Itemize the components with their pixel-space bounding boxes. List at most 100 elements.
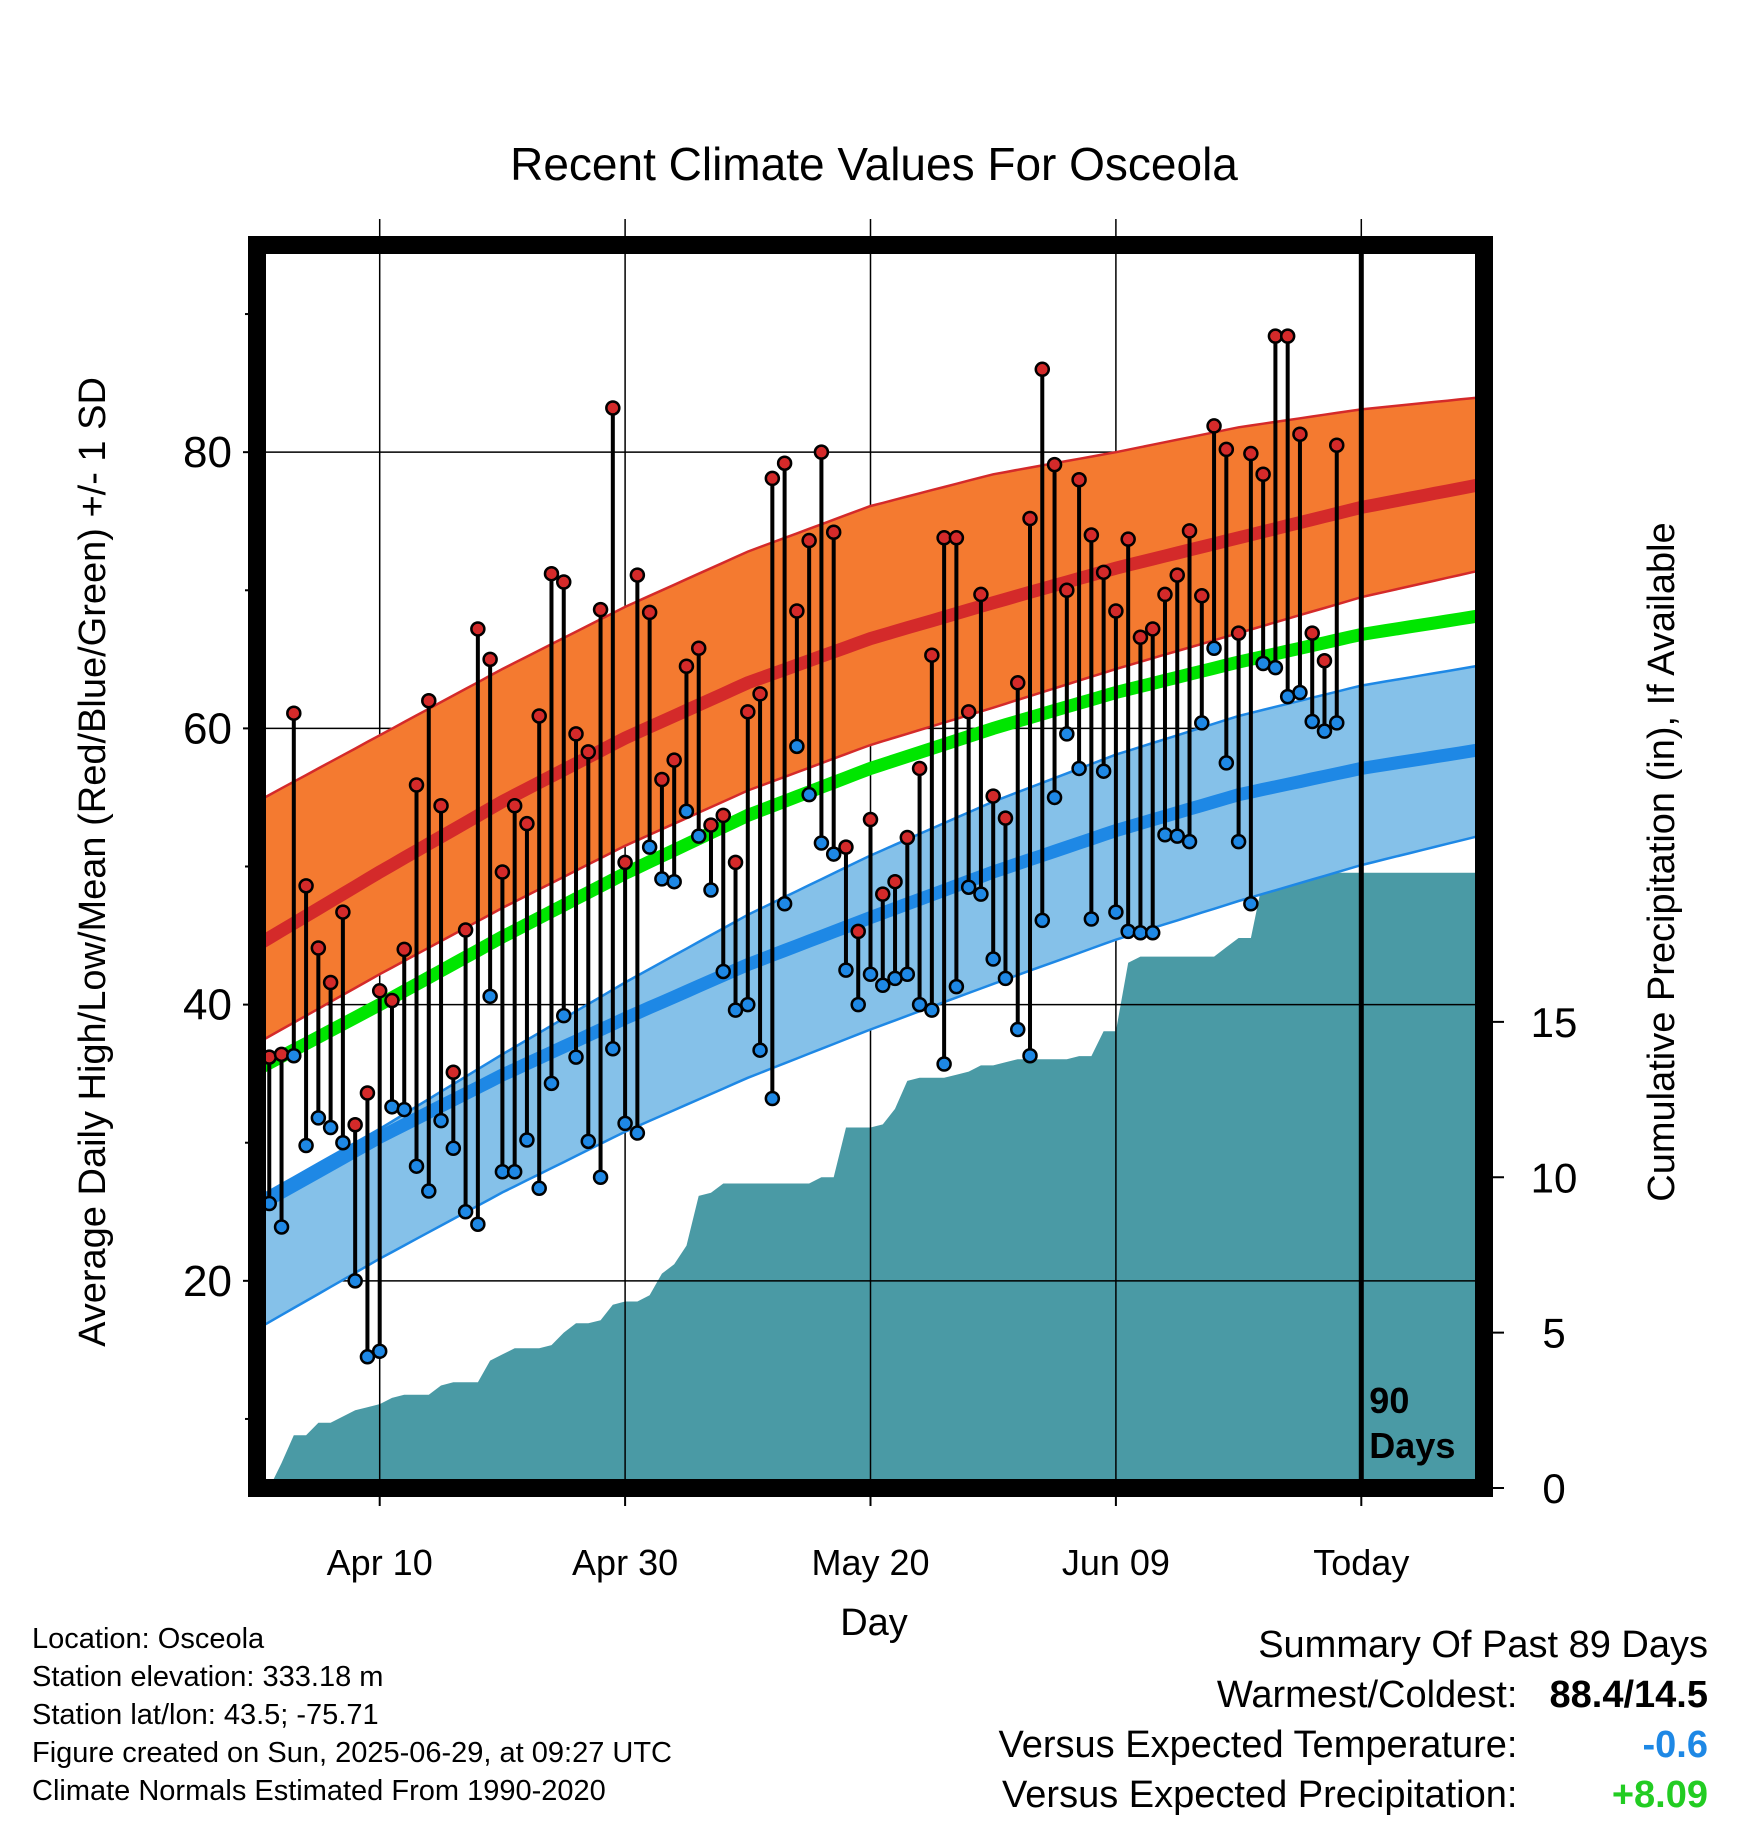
daily-high-point bbox=[494, 864, 511, 880]
warmest-coldest-value: 88.4/14.5 bbox=[1549, 1674, 1708, 1716]
summary-heading: Summary Of Past 89 Days bbox=[1258, 1624, 1708, 1666]
daily-high-point bbox=[519, 815, 535, 832]
daily-low-point bbox=[273, 1219, 290, 1235]
daily-high-point bbox=[531, 708, 547, 724]
daily-low-point bbox=[371, 1343, 388, 1360]
chart-title: Recent Climate Values For Osceola bbox=[510, 138, 1238, 190]
daily-high-point bbox=[1243, 445, 1259, 462]
daily-low-point bbox=[519, 1132, 535, 1148]
summary-panel: Summary Of Past 89 Days Warmest/Coldest:… bbox=[999, 1620, 1708, 1820]
daily-high-point bbox=[1292, 426, 1308, 442]
daily-high-point bbox=[445, 1064, 462, 1081]
daily-low-point bbox=[286, 1047, 302, 1064]
daily-high-point bbox=[605, 400, 621, 416]
daily-low-point bbox=[973, 886, 989, 902]
daily-high-point bbox=[421, 693, 437, 709]
daily-high-point bbox=[1304, 625, 1320, 641]
y-tick-label: 80 bbox=[183, 428, 232, 477]
daily-high-point bbox=[862, 811, 879, 828]
daily-high-point bbox=[997, 810, 1014, 826]
precipitation-area bbox=[269, 872, 1484, 1488]
daily-high-point bbox=[273, 1046, 290, 1063]
daily-low-point bbox=[1009, 1021, 1026, 1038]
daily-low-point bbox=[568, 1049, 584, 1065]
daily-high-point bbox=[384, 992, 400, 1009]
daily-low-point bbox=[1108, 904, 1124, 920]
daily-low-point bbox=[421, 1183, 437, 1199]
x-tick-label: Apr 30 bbox=[572, 1542, 678, 1583]
daily-high-point bbox=[359, 1085, 376, 1101]
daily-high-point bbox=[715, 807, 732, 824]
daily-low-point bbox=[789, 738, 805, 755]
daily-low-point bbox=[813, 835, 830, 851]
daily-low-point bbox=[396, 1101, 412, 1118]
daily-high-point bbox=[543, 565, 560, 582]
daily-high-point bbox=[1206, 418, 1222, 434]
daily-high-point bbox=[1108, 603, 1124, 619]
daily-high-point bbox=[776, 455, 793, 471]
daily-high-point bbox=[592, 601, 609, 618]
daily-low-point bbox=[838, 962, 854, 978]
daily-high-point bbox=[924, 647, 940, 663]
daily-high-point bbox=[1034, 361, 1051, 378]
daily-low-point bbox=[1034, 912, 1051, 929]
daily-high-point bbox=[629, 567, 646, 583]
daily-low-point bbox=[1267, 659, 1284, 676]
daily-low-point bbox=[580, 1133, 597, 1150]
daily-high-point bbox=[371, 983, 388, 999]
daily-low-point bbox=[1095, 763, 1112, 779]
daily-high-point bbox=[985, 788, 1001, 804]
daily-low-point bbox=[899, 966, 916, 982]
y2-tick-label: 15 bbox=[1531, 999, 1578, 1046]
daily-high-point bbox=[457, 922, 474, 938]
daily-high-point bbox=[482, 651, 498, 668]
daily-high-point bbox=[654, 771, 670, 788]
daily-high-point bbox=[1059, 582, 1075, 599]
daily-high-point bbox=[1095, 564, 1112, 581]
daily-low-point bbox=[1243, 896, 1259, 912]
daily-high-point bbox=[690, 640, 707, 657]
daily-high-point bbox=[1022, 510, 1038, 527]
daily-high-point bbox=[1279, 328, 1296, 344]
warmest-coldest-row: Warmest/Coldest: 88.4/14.5 bbox=[999, 1670, 1708, 1720]
daily-high-point bbox=[310, 940, 327, 956]
daily-low-point bbox=[801, 786, 817, 803]
daily-high-point bbox=[960, 704, 977, 720]
mean-normal-line bbox=[253, 608, 1486, 1076]
daily-low-point bbox=[875, 977, 891, 994]
x-tick-label: Apr 10 bbox=[327, 1542, 433, 1583]
daily-high-point bbox=[740, 704, 756, 720]
daily-low-point bbox=[592, 1169, 609, 1185]
daily-high-point bbox=[335, 904, 351, 920]
daily-high-point bbox=[286, 705, 302, 721]
daily-low-point bbox=[617, 1115, 633, 1132]
daily-high-point bbox=[1194, 588, 1210, 604]
daily-low-point bbox=[1022, 1047, 1038, 1064]
x-axis-label: Day bbox=[840, 1602, 908, 1644]
daily-high-point bbox=[1071, 472, 1087, 488]
daily-low-point bbox=[641, 839, 658, 855]
daily-high-point bbox=[764, 470, 781, 487]
precip-anomaly-label: Versus Expected Precipitation: bbox=[1002, 1774, 1518, 1816]
x-tick-label: May 20 bbox=[811, 1542, 929, 1583]
daily-low-point bbox=[1120, 923, 1136, 940]
daily-low-point bbox=[776, 896, 793, 912]
y-axis-label: Average Daily High/Low/Mean (Red/Blue/Gr… bbox=[72, 377, 114, 1347]
created-text: Figure created on Sun, 2025-06-29, at 09… bbox=[32, 1737, 672, 1769]
daily-low-point bbox=[678, 803, 695, 820]
daily-high-point bbox=[1316, 652, 1333, 669]
daily-high-point bbox=[899, 829, 916, 846]
daily-low-point bbox=[1083, 911, 1100, 927]
daily-high-point bbox=[948, 530, 965, 546]
daily-low-point bbox=[1046, 789, 1063, 806]
daily-high-point bbox=[1218, 441, 1235, 458]
daily-low-point bbox=[715, 963, 732, 980]
daily-low-point bbox=[531, 1180, 547, 1197]
daily-low-point bbox=[457, 1204, 474, 1220]
daily-low-point bbox=[825, 846, 842, 862]
daily-high-point bbox=[911, 760, 928, 777]
latlon-text: Station lat/lon: 43.5; -75.71 bbox=[32, 1699, 379, 1731]
daily-high-point bbox=[1169, 567, 1185, 583]
daily-low-point bbox=[482, 988, 498, 1005]
x-tick-label: Today bbox=[1313, 1542, 1409, 1583]
